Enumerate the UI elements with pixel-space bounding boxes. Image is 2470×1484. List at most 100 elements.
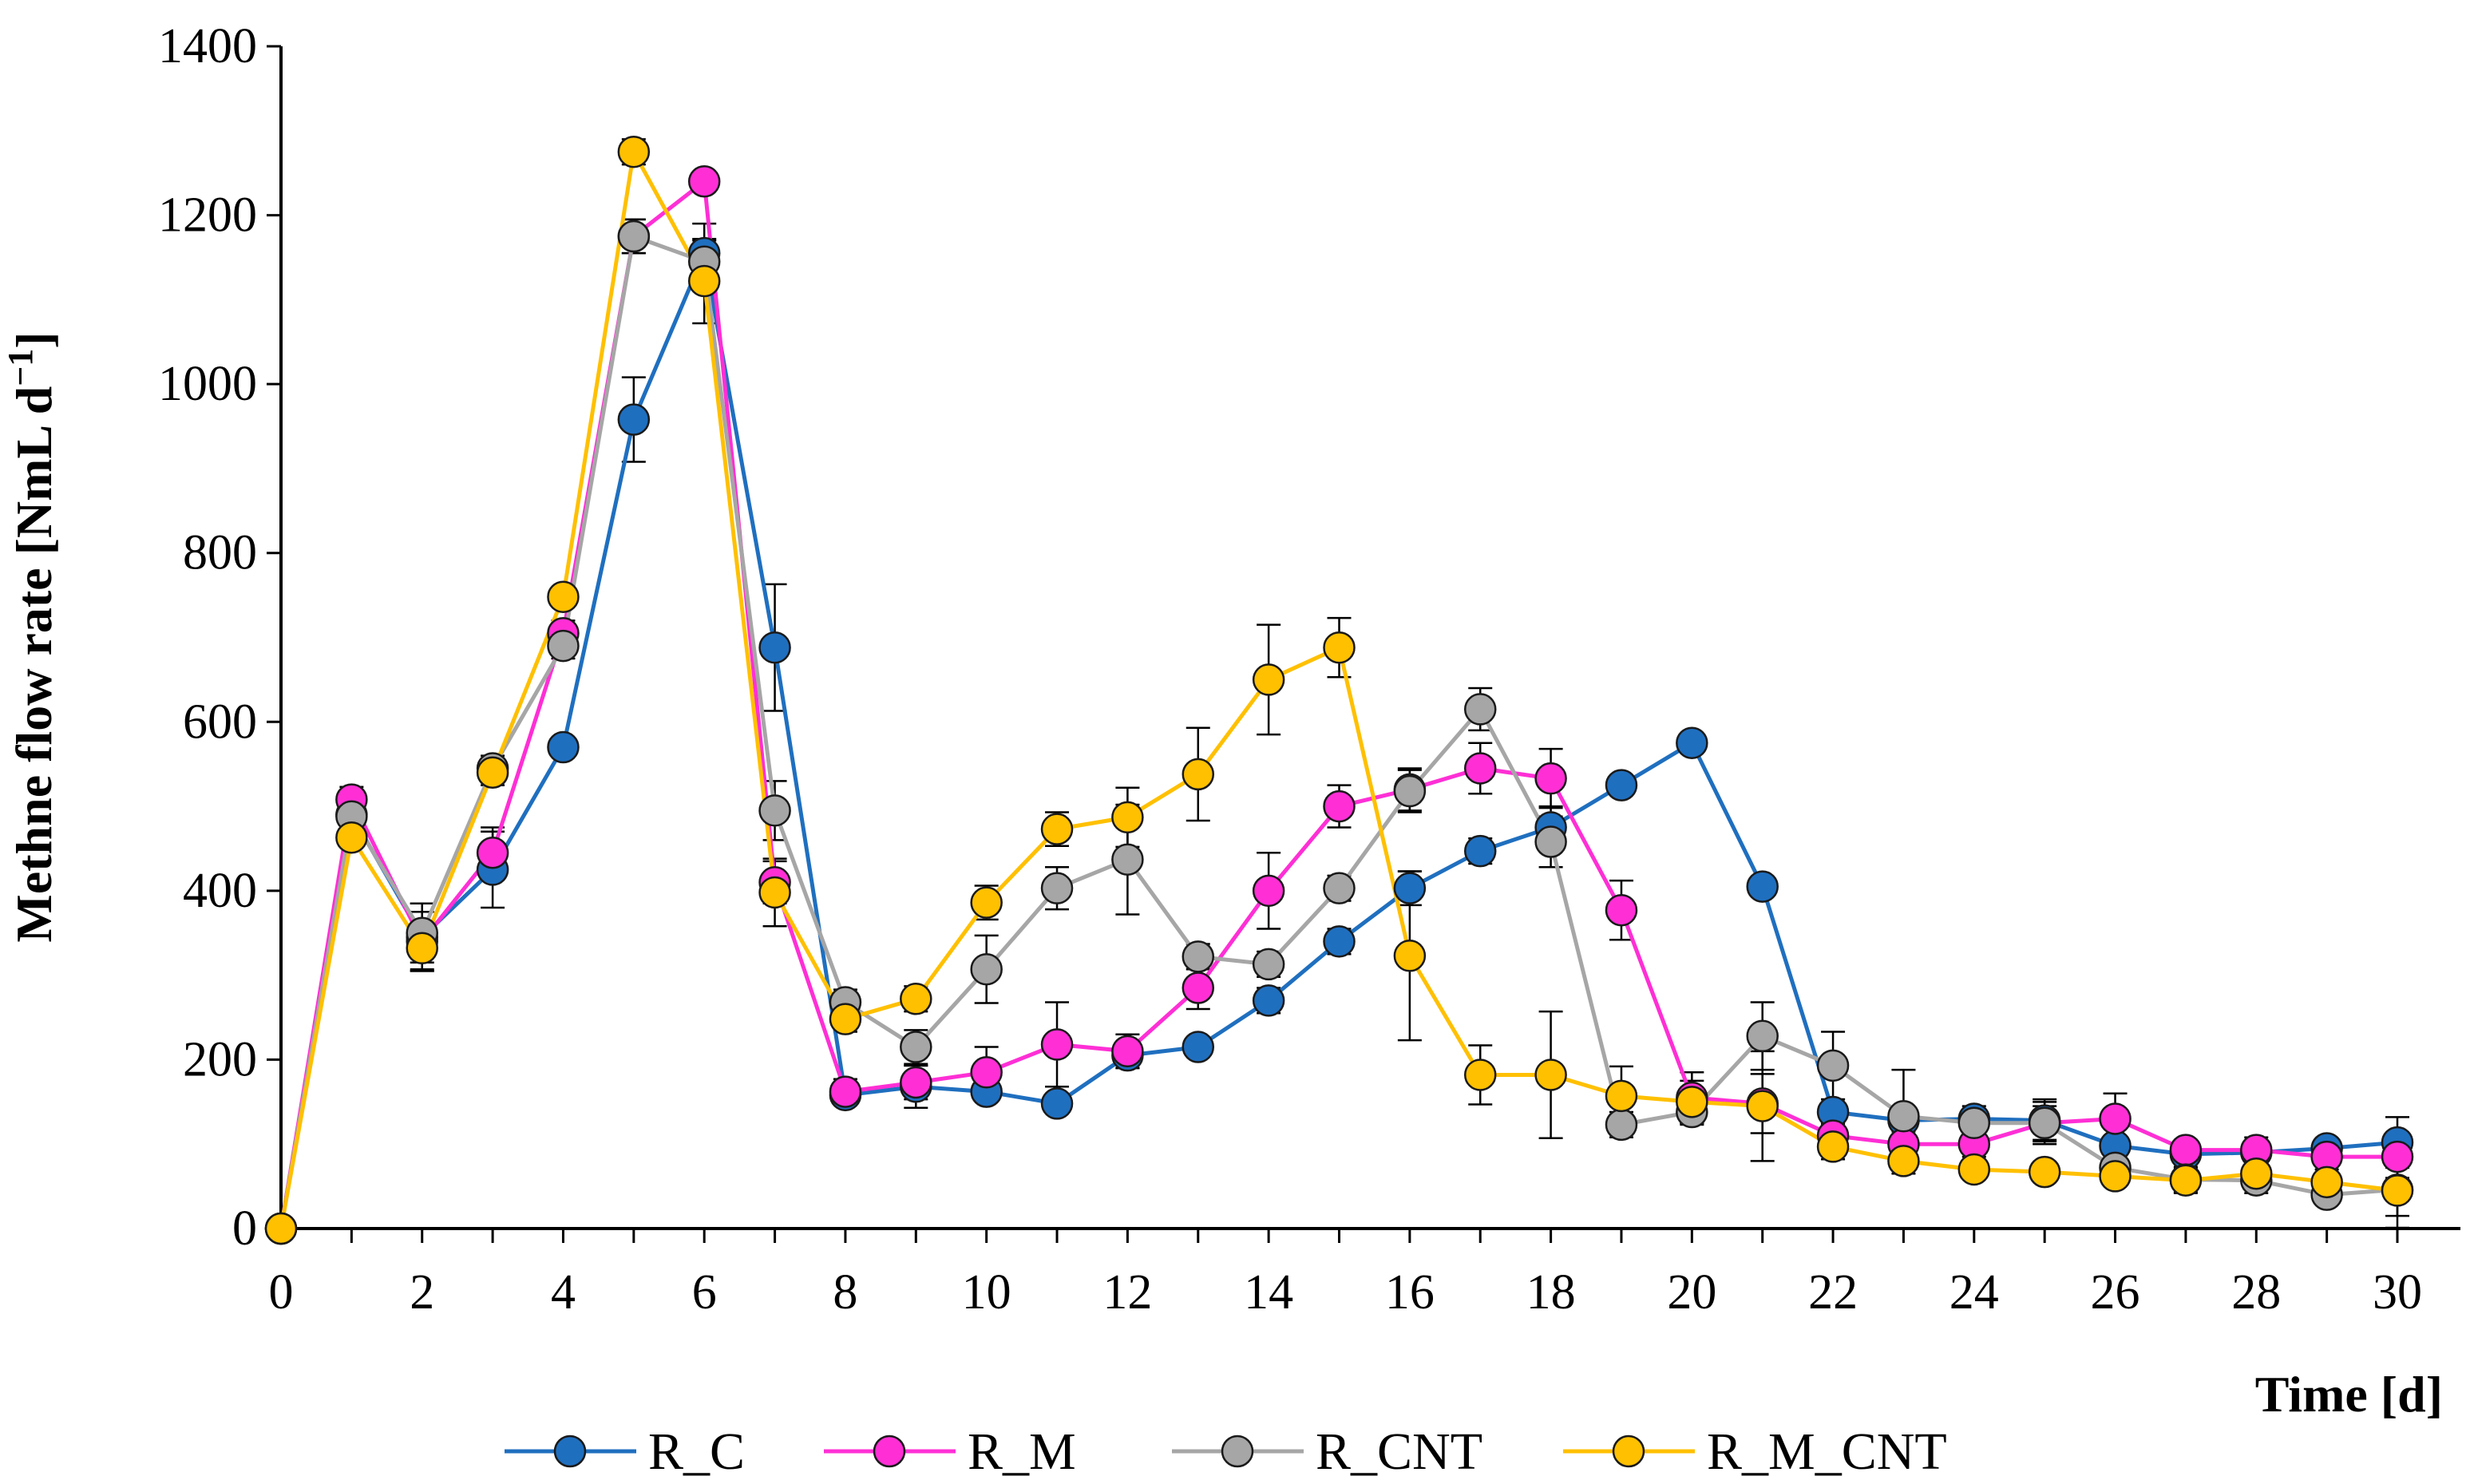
point-r-m-cnt-9: [900, 983, 932, 1015]
point-r-m-cnt-18: [1534, 1059, 1567, 1091]
point-r-m-11: [1040, 1028, 1074, 1061]
point-r-c-21: [1746, 870, 1779, 903]
point-r-m-14: [1252, 874, 1285, 908]
point-r-cnt-5: [617, 220, 651, 253]
point-r-m-cnt-17: [1463, 1059, 1497, 1091]
point-r-m-6: [687, 165, 721, 198]
point-r-m-cnt-27: [2169, 1164, 2203, 1197]
legend-item-r-cnt: R_CNT: [1172, 1423, 1482, 1481]
point-r-m-cnt-24: [1957, 1153, 1991, 1186]
x-tick-label-12: 12: [1102, 1265, 1152, 1320]
series-layer: [264, 135, 2414, 1245]
x-tick-label-6: 6: [692, 1265, 717, 1320]
point-r-cnt-13: [1182, 940, 1215, 973]
point-r-m-3: [476, 837, 509, 869]
x-tick-label-22: 22: [1808, 1265, 1858, 1320]
point-r-m-12: [1111, 1035, 1144, 1068]
y-axis-title-superscript: −1: [1, 349, 40, 386]
x-tick-label-24: 24: [1949, 1265, 1999, 1320]
legend-item-r-c: R_C: [505, 1423, 745, 1481]
point-r-m-13: [1182, 972, 1215, 1004]
point-r-c-17: [1463, 834, 1497, 868]
point-r-cnt-4: [547, 629, 580, 663]
point-r-m-cnt-7: [758, 876, 791, 909]
legend-swatch-marker-r-m: [873, 1435, 906, 1468]
point-r-cnt-23: [1887, 1100, 1920, 1133]
point-r-m-15: [1323, 789, 1356, 823]
legend-label-r-c: R_C: [648, 1423, 745, 1481]
y-tick-label-200: 200: [183, 1032, 257, 1086]
point-r-m-cnt-20: [1676, 1086, 1708, 1118]
point-r-c-5: [617, 403, 651, 436]
point-r-m-10: [970, 1056, 1003, 1089]
point-r-cnt-11: [1040, 872, 1074, 904]
x-tick-label-4: 4: [551, 1265, 576, 1320]
point-r-c-15: [1323, 925, 1356, 958]
point-r-m-cnt-8: [829, 1003, 862, 1035]
point-r-c-13: [1182, 1031, 1215, 1063]
y-tick-label-1400: 1400: [158, 19, 257, 73]
x-tick-label-26: 26: [2091, 1265, 2140, 1320]
legend-swatch-marker-r-m-cnt: [1612, 1435, 1645, 1468]
point-r-c-11: [1040, 1087, 1074, 1120]
y-tick-label-1200: 1200: [158, 188, 257, 243]
point-r-cnt-14: [1252, 948, 1285, 981]
x-tick-label-18: 18: [1526, 1265, 1576, 1320]
point-r-m-17: [1463, 752, 1497, 785]
point-r-cnt-18: [1534, 825, 1567, 858]
point-r-m-cnt-1: [335, 821, 368, 854]
point-r-m-cnt-21: [1746, 1090, 1779, 1122]
error-bars-layer: [339, 138, 2409, 1229]
series-line-r-m: [279, 179, 2397, 1229]
point-r-m-8: [829, 1075, 862, 1108]
legend-swatch-marker-r-c: [553, 1435, 587, 1468]
legend-label-r-m-cnt: R_M_CNT: [1707, 1423, 1947, 1481]
point-r-m-9: [900, 1066, 932, 1099]
point-r-c-7: [758, 631, 791, 664]
point-r-m-27: [2169, 1134, 2203, 1166]
x-tick-label-2: 2: [410, 1265, 434, 1320]
point-r-m-cnt-19: [1605, 1079, 1638, 1113]
point-r-c-19: [1605, 769, 1638, 801]
point-r-m-cnt-30: [2381, 1174, 2414, 1207]
x-tick-label-28: 28: [2231, 1265, 2281, 1320]
x-tick-label-8: 8: [833, 1265, 857, 1320]
legend-item-r-m: R_M: [824, 1423, 1076, 1481]
point-r-m-30: [2381, 1140, 2414, 1173]
legend: R_C R_M R_CNT R_M_CNT: [505, 1423, 1947, 1481]
axes-layer: [279, 46, 2460, 1230]
point-r-m-cnt-15: [1323, 631, 1356, 664]
point-r-cnt-16: [1393, 774, 1427, 808]
y-tick-label-1000: 1000: [158, 357, 257, 411]
x-tick-label-0: 0: [269, 1265, 294, 1320]
point-r-m-cnt-4: [547, 580, 580, 613]
point-r-m-cnt-16: [1393, 940, 1427, 972]
x-tick-label-14: 14: [1244, 1265, 1293, 1320]
point-r-cnt-17: [1463, 693, 1497, 726]
y-tick-label-400: 400: [183, 864, 257, 918]
y-axis-title-close: ]: [6, 331, 62, 348]
legend-label-r-m: R_M: [968, 1423, 1076, 1481]
point-r-m-cnt-6: [687, 264, 721, 298]
point-r-m-18: [1534, 762, 1567, 795]
point-r-c-4: [547, 730, 580, 764]
point-r-m-cnt-22: [1816, 1130, 1850, 1163]
series-line-r-m-cnt: [279, 149, 2398, 1229]
point-r-m-cnt-2: [406, 932, 438, 965]
y-tick-label-800: 800: [183, 526, 257, 580]
point-r-cnt-10: [970, 952, 1003, 986]
point-r-cnt-25: [2028, 1106, 2061, 1140]
y-axis-title-main: Methne flow rate [NmL d: [6, 386, 62, 943]
y-axis-title: Methne flow rate [NmL d−1]: [1, 331, 62, 942]
x-tick-label-16: 16: [1385, 1265, 1435, 1320]
y-tick-label-0: 0: [232, 1201, 257, 1256]
point-r-cnt-7: [758, 794, 791, 827]
x-axis-title: Time [d]: [2255, 1366, 2443, 1423]
x-tick-label-10: 10: [962, 1265, 1011, 1320]
point-r-m-cnt-28: [2240, 1157, 2273, 1190]
point-r-m-cnt-13: [1182, 758, 1215, 791]
point-r-c-20: [1676, 726, 1708, 759]
point-r-m-cnt-11: [1040, 813, 1074, 845]
